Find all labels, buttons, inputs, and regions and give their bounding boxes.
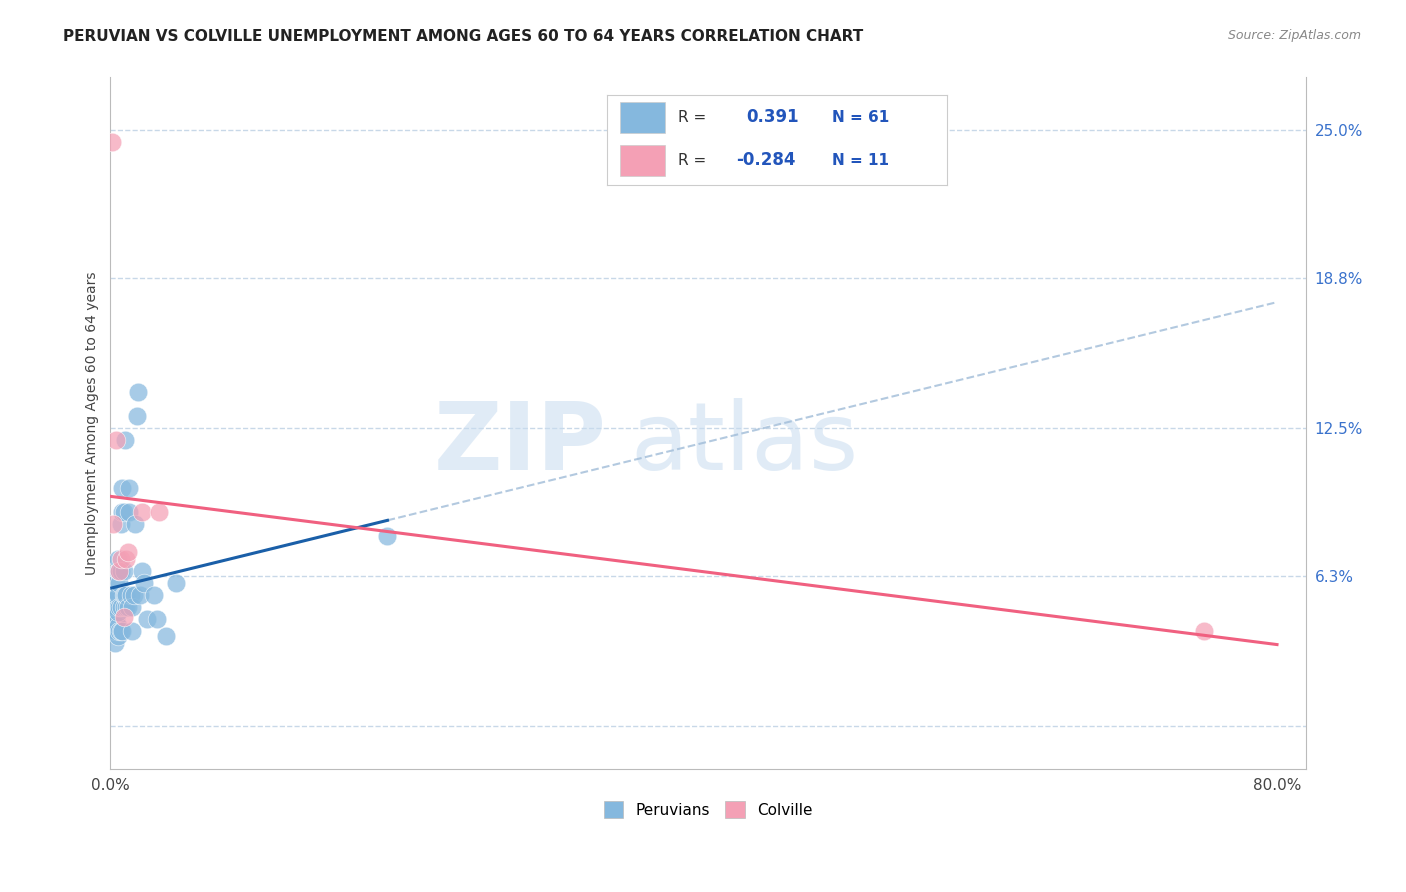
- Point: [108, 624, 131, 638]
- Point: [110, 624, 132, 638]
- Point: [108, 564, 131, 578]
- Point: [165, 576, 187, 591]
- Point: [107, 605, 129, 619]
- Point: [103, 588, 125, 602]
- Point: [105, 588, 128, 602]
- Point: [105, 600, 128, 615]
- Point: [155, 629, 177, 643]
- Point: [143, 588, 166, 602]
- Point: [110, 564, 132, 578]
- Point: [146, 612, 169, 626]
- Point: [108, 600, 131, 615]
- Point: [104, 600, 127, 615]
- Point: [124, 516, 146, 531]
- Point: [110, 552, 132, 566]
- Point: [117, 600, 139, 615]
- Text: atlas: atlas: [630, 398, 859, 490]
- Point: [103, 624, 125, 638]
- Point: [377, 528, 399, 542]
- Point: [111, 505, 134, 519]
- Text: Source: ZipAtlas.com: Source: ZipAtlas.com: [1227, 29, 1361, 43]
- Point: [118, 481, 141, 495]
- Point: [115, 552, 138, 566]
- Point: [118, 505, 141, 519]
- Point: [128, 588, 150, 602]
- Point: [101, 600, 124, 615]
- Point: [111, 481, 134, 495]
- Point: [121, 600, 143, 615]
- Point: [101, 612, 124, 626]
- Point: [104, 624, 127, 638]
- Point: [105, 576, 128, 591]
- Point: [107, 552, 129, 566]
- Point: [115, 600, 138, 615]
- Point: [120, 588, 142, 602]
- Point: [114, 433, 136, 447]
- Point: [105, 624, 128, 638]
- Point: [108, 564, 131, 578]
- Point: [115, 588, 138, 602]
- Point: [108, 576, 131, 591]
- Point: [104, 588, 127, 602]
- Text: PERUVIAN VS COLVILLE UNEMPLOYMENT AMONG AGES 60 TO 64 YEARS CORRELATION CHART: PERUVIAN VS COLVILLE UNEMPLOYMENT AMONG …: [63, 29, 863, 45]
- Point: [103, 600, 125, 615]
- Point: [103, 612, 125, 626]
- Point: [131, 564, 153, 578]
- Point: [117, 545, 139, 559]
- Point: [112, 588, 135, 602]
- Point: [125, 409, 148, 424]
- Point: [101, 588, 124, 602]
- Point: [107, 564, 129, 578]
- Point: [122, 588, 145, 602]
- Point: [104, 636, 127, 650]
- Text: ZIP: ZIP: [434, 398, 606, 490]
- Point: [112, 609, 135, 624]
- Point: [101, 135, 124, 149]
- Point: [112, 564, 135, 578]
- Point: [112, 505, 135, 519]
- Point: [1192, 624, 1215, 638]
- Y-axis label: Unemployment Among Ages 60 to 64 years: Unemployment Among Ages 60 to 64 years: [86, 272, 100, 575]
- Legend: Peruvians, Colville: Peruvians, Colville: [598, 795, 820, 824]
- Point: [148, 505, 170, 519]
- Point: [114, 588, 136, 602]
- Point: [111, 624, 134, 638]
- Point: [107, 588, 129, 602]
- Point: [110, 516, 132, 531]
- Point: [105, 433, 128, 447]
- Point: [105, 612, 128, 626]
- Point: [132, 576, 155, 591]
- Point: [131, 505, 153, 519]
- Point: [110, 600, 132, 615]
- Point: [103, 516, 125, 531]
- Point: [104, 624, 127, 638]
- Point: [127, 385, 149, 400]
- Point: [107, 619, 129, 633]
- Point: [121, 624, 143, 638]
- Point: [112, 600, 135, 615]
- Point: [107, 629, 129, 643]
- Point: [135, 612, 157, 626]
